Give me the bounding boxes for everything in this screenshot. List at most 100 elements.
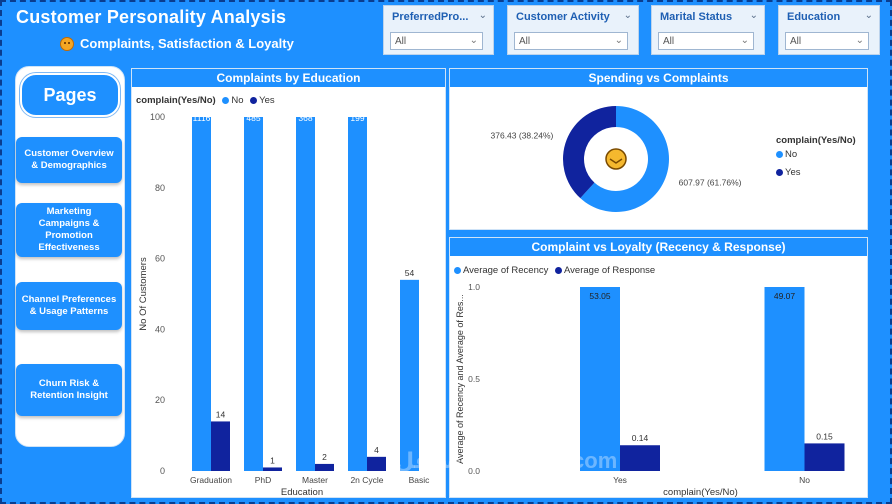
legend-label-response: Average of Response (564, 265, 656, 276)
slice-label: 607.97 (61.76%) (679, 177, 742, 187)
legend-marker-response (555, 266, 563, 274)
data-label: 53.05 (589, 291, 611, 301)
chevron-down-icon[interactable]: ⌄ (478, 10, 487, 21)
y-tick-label: 60 (155, 254, 165, 264)
data-label: 14 (216, 409, 226, 419)
pie-legend-yes: Yes (772, 167, 801, 178)
slicer-dropdown[interactable]: All ⌄ (658, 32, 754, 50)
app-title: Customer Personality Analysis (16, 7, 287, 27)
slicer-education[interactable]: Education ⌄ All ⌄ (778, 5, 880, 55)
handshake-icon-detail (609, 158, 623, 164)
chart-legend: complain(Yes/No) No Yes (136, 95, 275, 106)
slicer-label: Customer Activity (516, 11, 610, 23)
x-tick-label: Master (302, 475, 328, 485)
page-scrollbar[interactable] (884, 60, 892, 504)
y-tick-label: 100 (150, 112, 165, 122)
watermark: مستقل mostaql.com (395, 448, 618, 473)
bar-no-graduation (192, 117, 211, 471)
data-label: 54 (405, 268, 415, 278)
chevron-down-icon: ⌄ (469, 35, 478, 46)
y-axis-label: Average of Recency and Average of Res... (455, 294, 465, 464)
bar-response-no (804, 443, 845, 471)
donut-slice-no (580, 106, 669, 213)
y-tick-label: 80 (155, 183, 165, 193)
chevron-down-icon: ⌄ (614, 35, 623, 46)
x-tick-label: Graduation (190, 475, 232, 485)
bar-recency-yes (580, 287, 620, 471)
data-label: 368 (298, 113, 312, 123)
slicer-customer-activity[interactable]: Customer Activity ⌄ All ⌄ (507, 5, 639, 55)
bar-yes-master (315, 463, 334, 471)
slicer-label: PreferredPro... (392, 11, 469, 23)
bar-no-basic (400, 279, 419, 471)
chart-title: Spending vs Complaints (450, 69, 867, 87)
pages-title: Pages (20, 73, 120, 117)
slicer-dropdown[interactable]: All ⌄ (390, 32, 483, 50)
data-label: 1116 (193, 113, 211, 123)
bar-no-2n-cycle (348, 117, 367, 471)
chart-title: Complaint vs Loyalty (Recency & Response… (450, 238, 867, 256)
nav-marketing-campaigns[interactable]: Marketing Campaigns & Promotion Effectiv… (16, 203, 122, 257)
spending-donut-chart: 607.97 (61.76%) 376.43 (38.24%) (491, 106, 742, 213)
x-tick-label: Basic (409, 475, 431, 485)
frowning-face-icon (60, 37, 74, 51)
legend-label-no: No (231, 95, 244, 106)
legend-label-yes: Yes (259, 95, 275, 106)
x-tick-label: 2n Cycle (350, 475, 383, 485)
slicer-marital-status[interactable]: Marital Status ⌄ All ⌄ (651, 5, 765, 55)
y-tick-label: 0 (160, 466, 165, 476)
chevron-down-icon: ⌄ (855, 35, 864, 46)
legend-marker-no (222, 96, 230, 104)
legend-marker-recency (454, 266, 461, 274)
y-tick-label: 0.0 (468, 466, 480, 476)
y-tick-label: 40 (155, 324, 165, 334)
chevron-down-icon[interactable]: ⌄ (623, 10, 632, 21)
data-label: 49.07 (774, 291, 796, 301)
y-tick-label: 1.0 (468, 282, 480, 292)
slicer-label: Marital Status (660, 11, 733, 23)
x-axis-label: complain(Yes/No) (663, 487, 738, 498)
y-axis-label: No Of Customers (138, 257, 149, 331)
data-label: 1 (270, 455, 275, 465)
pie-legend-no: No (772, 149, 797, 160)
legend-marker-yes (250, 96, 258, 104)
y-tick-label: 20 (155, 395, 165, 405)
bar-yes-graduation (211, 421, 230, 471)
x-axis-label: Education (281, 487, 323, 498)
slicer-dropdown[interactable]: All ⌄ (785, 32, 869, 50)
y-tick-label: 0.5 (468, 374, 480, 384)
bar-no-master (296, 117, 315, 471)
data-label: 485 (246, 113, 260, 123)
nav-channel-preferences[interactable]: Channel Preferences & Usage Patterns (16, 282, 122, 330)
data-label: 2 (322, 452, 327, 462)
chevron-down-icon[interactable]: ⌄ (864, 10, 873, 21)
chevron-down-icon[interactable]: ⌄ (749, 10, 758, 21)
data-label: 199 (350, 113, 364, 123)
nav-customer-overview[interactable]: Customer Overview & Demographics (16, 137, 122, 183)
chevron-down-icon: ⌄ (740, 35, 749, 46)
x-tick-label: Yes (613, 475, 627, 485)
data-label: 4 (374, 445, 379, 455)
bar-yes-2n-cycle (367, 456, 386, 471)
legend-label-recency: Average of Recency (463, 265, 549, 276)
spending-vs-complaints-panel: Spending vs Complaints 607.97 (61.76%) 37… (449, 68, 868, 230)
slicer-dropdown[interactable]: All ⌄ (514, 32, 628, 50)
slicer-label: Education (787, 11, 841, 23)
slicer-preferred-product[interactable]: PreferredPro... ⌄ All ⌄ (383, 5, 494, 55)
data-label: 0.14 (632, 433, 649, 443)
complaints-by-education-panel: Complaints by Education complain(Yes/No)… (131, 68, 446, 498)
bar-recency-no (764, 287, 805, 471)
x-tick-label: PhD (255, 475, 272, 485)
chart-legend: Average of Recency Average of Response (450, 265, 655, 276)
donut-slice-yes (563, 106, 616, 199)
handshake-icon (605, 148, 627, 170)
bar-no-phd (244, 117, 263, 471)
pie-legend-title: complain(Yes/No) (776, 135, 856, 146)
nav-churn-risk[interactable]: Churn Risk & Retention Insight (16, 364, 122, 416)
slice-label: 376.43 (38.24%) (491, 131, 554, 141)
bar-response-yes (620, 445, 660, 471)
legend-title: complain(Yes/No) (136, 95, 216, 106)
complaint-vs-loyalty-panel: Complaint vs Loyalty (Recency & Response… (449, 237, 868, 498)
